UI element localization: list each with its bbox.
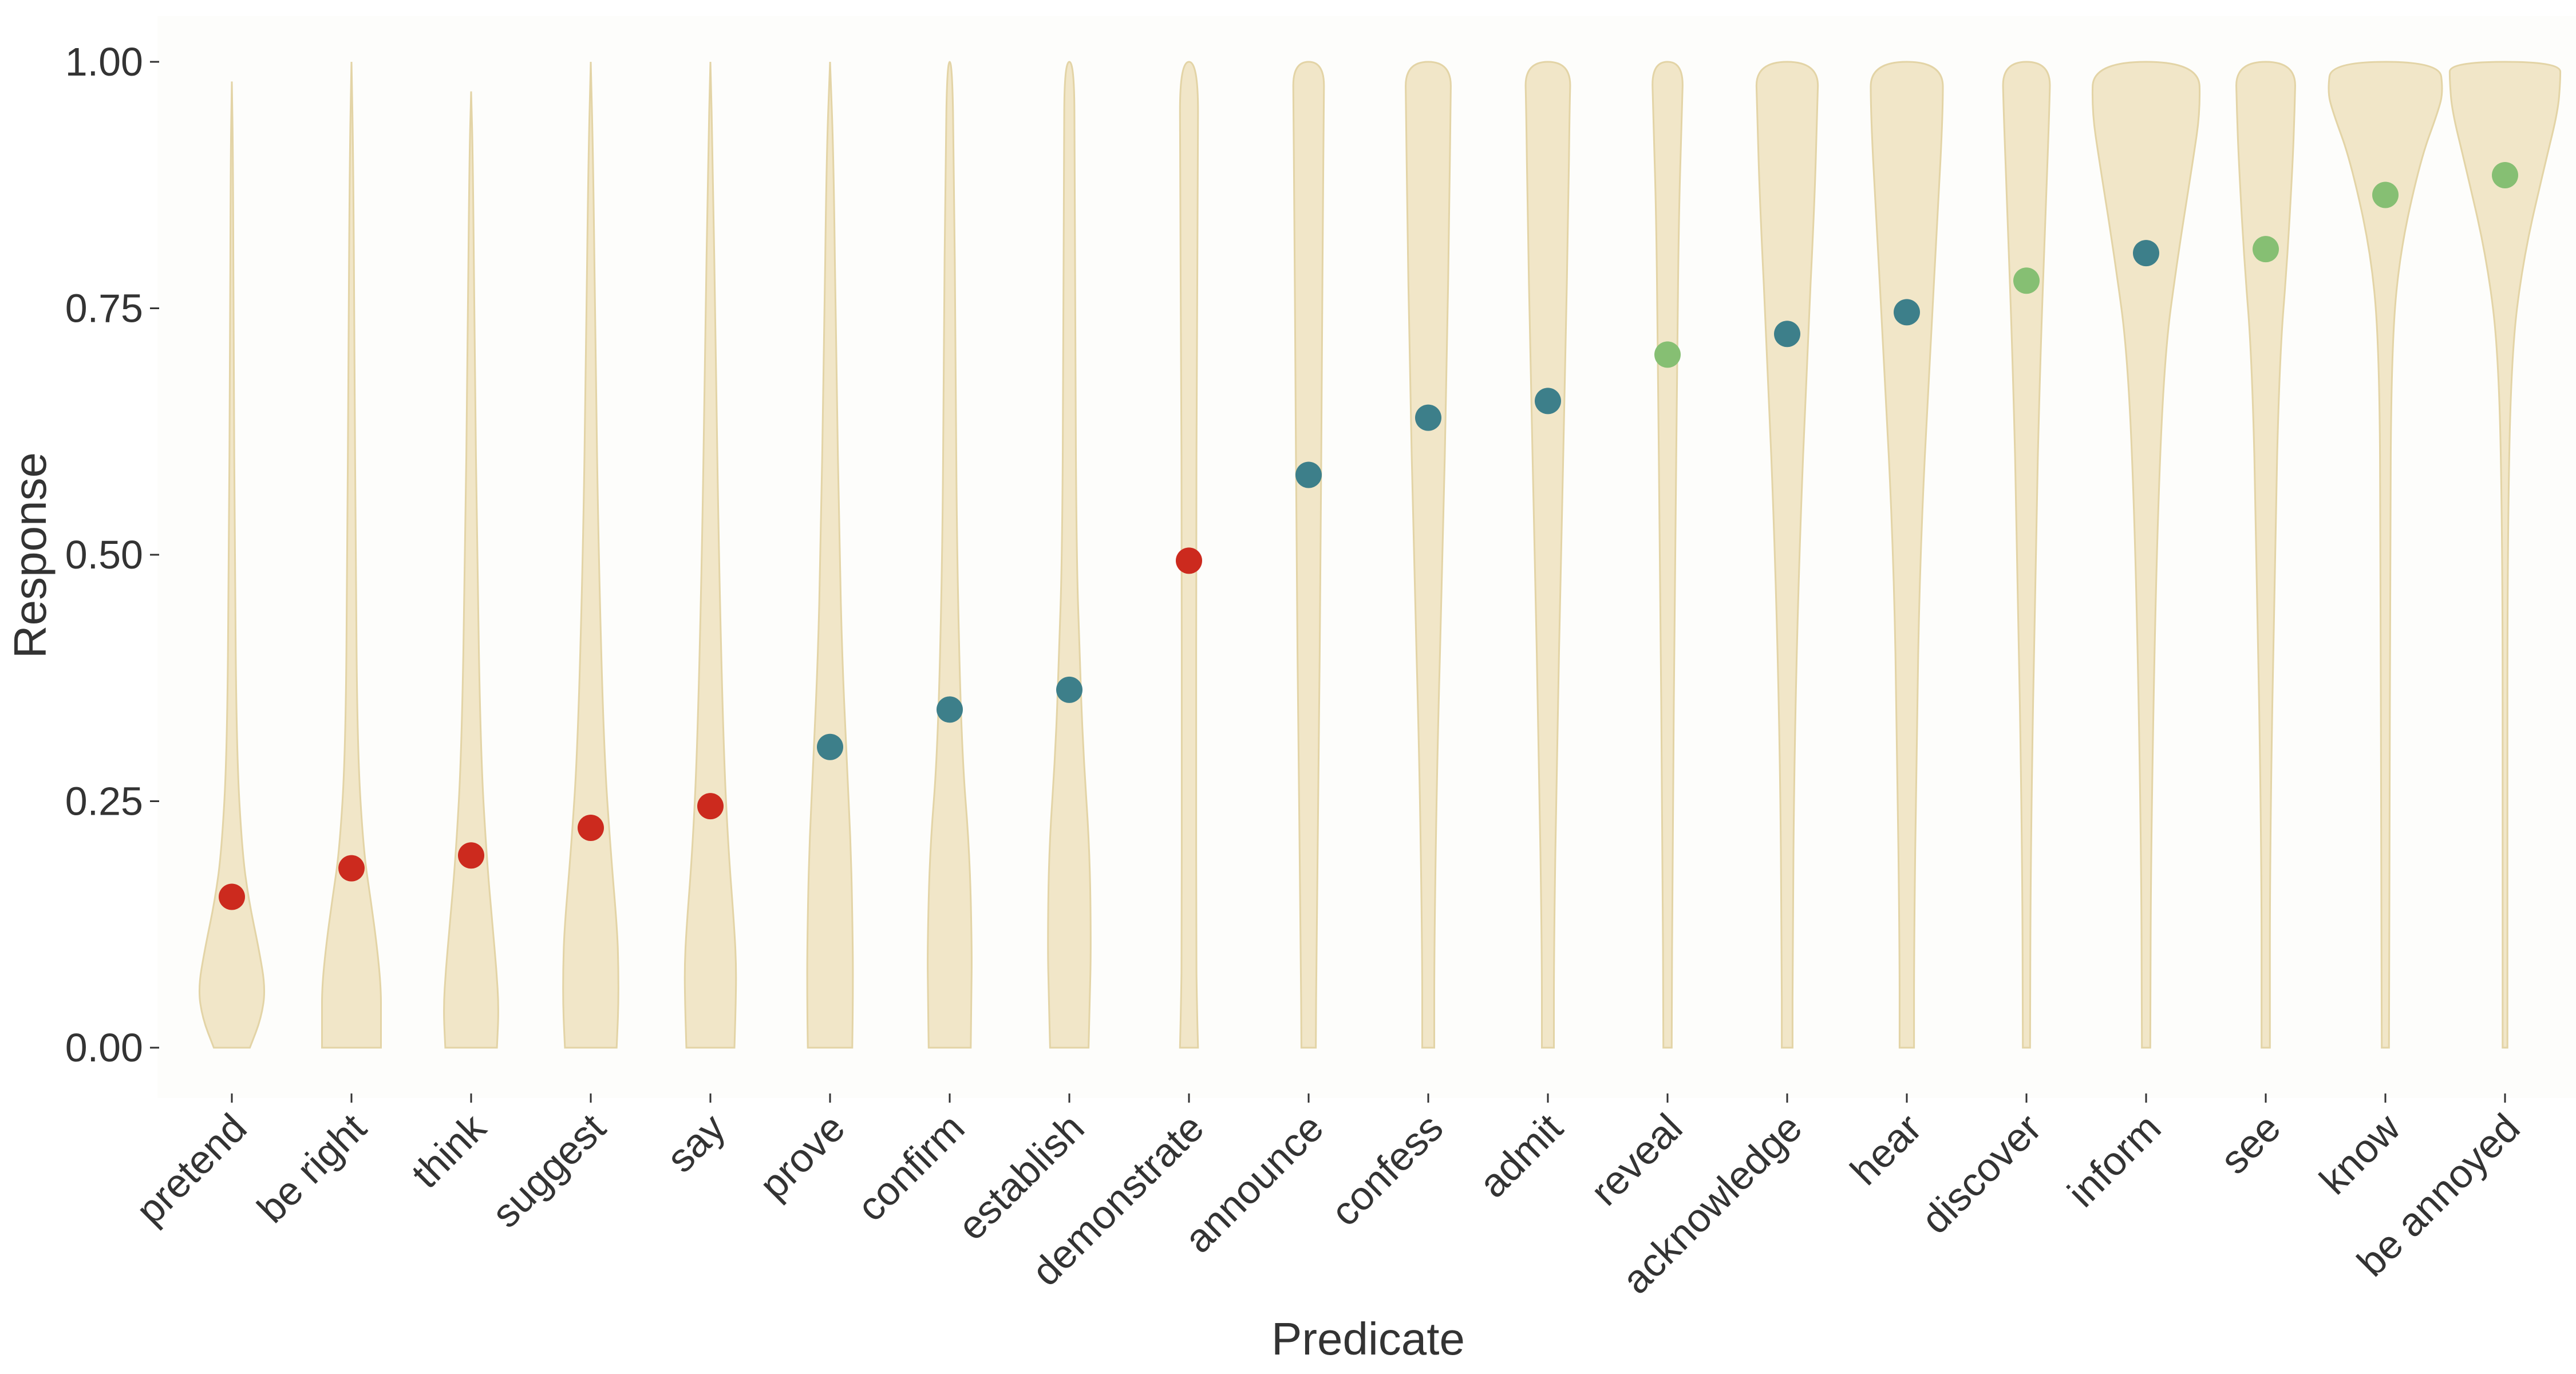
y-tick-label: 0.75: [65, 286, 143, 331]
x-tick-label: inform: [2059, 1105, 2170, 1215]
x-axis-title: Predicate: [1271, 1313, 1465, 1364]
violin-pretend: [198, 81, 266, 1049]
mean-point-know: [2372, 181, 2399, 208]
mean-point-announce: [1295, 461, 1322, 488]
mean-point-inform: [2133, 240, 2159, 267]
mean-point-confess: [1415, 404, 1441, 431]
mean-point-establish: [1056, 676, 1082, 703]
x-tick-label: say: [658, 1105, 733, 1180]
violin-reveal: [1652, 61, 1684, 1049]
y-tick-label: 1.00: [65, 40, 143, 84]
y-axis: 0.00 0.25 0.50 0.75 1.00: [65, 40, 159, 1070]
violin-acknowledge: [1755, 61, 1819, 1049]
violin-hear: [1870, 61, 1944, 1049]
x-tick-label: confirm: [848, 1105, 973, 1229]
violin-see: [2235, 61, 2296, 1049]
violin-confirm: [927, 61, 973, 1049]
violin-admit: [1524, 61, 1571, 1049]
mean-point-admit: [1535, 388, 1561, 414]
violin-think: [443, 91, 499, 1049]
mean-point-see: [2253, 236, 2279, 263]
x-tick-label: see: [2212, 1105, 2289, 1182]
violin-announce: [1292, 61, 1325, 1049]
mean-point-say: [697, 793, 724, 820]
violin-prove: [806, 61, 854, 1049]
violin-say: [683, 61, 737, 1049]
y-axis-title: Response: [5, 452, 56, 658]
x-tick-label: suggest: [483, 1105, 614, 1236]
violin-be-annoyed: [2448, 61, 2562, 1049]
x-tick-label: be right: [248, 1105, 374, 1231]
x-tick-label: pretend: [128, 1105, 255, 1233]
mean-point-reveal: [1654, 341, 1681, 368]
mean-point-confirm: [937, 696, 963, 723]
mean-point-discover: [2013, 267, 2040, 294]
violin-discover: [2002, 61, 2051, 1049]
violins-layer: [198, 61, 2562, 1049]
y-tick-label: 0.00: [65, 1025, 143, 1070]
violin-inform: [2091, 61, 2201, 1049]
x-tick-label: think: [403, 1105, 495, 1197]
violin-be-right: [321, 61, 382, 1049]
violin-suggest: [562, 61, 619, 1049]
x-tick-label: confess: [1322, 1105, 1452, 1234]
x-tick-label: hear: [1842, 1105, 1930, 1193]
mean-points-layer: [219, 162, 2518, 910]
violin-establish: [1047, 61, 1092, 1049]
x-tick-label: know: [2311, 1105, 2409, 1203]
violin-confess: [1405, 61, 1452, 1049]
mean-point-suggest: [578, 814, 604, 841]
mean-point-demonstrate: [1176, 547, 1202, 574]
mean-point-be-right: [338, 855, 365, 882]
mean-point-be-annoyed: [2492, 162, 2518, 189]
mean-point-acknowledge: [1774, 321, 1800, 348]
panel-background: [157, 16, 2576, 1098]
mean-point-prove: [817, 733, 843, 760]
mean-point-think: [458, 842, 484, 869]
violin-know: [2328, 61, 2443, 1049]
y-tick-label: 0.25: [65, 779, 143, 824]
mean-point-pretend: [219, 883, 245, 910]
x-tick-label: admit: [1470, 1105, 1571, 1206]
x-tick-label: discover: [1913, 1105, 2049, 1242]
mean-point-hear: [1894, 299, 1920, 326]
x-tick-label: prove: [751, 1105, 854, 1207]
x-tick-label: reveal: [1582, 1105, 1691, 1214]
y-tick-label: 0.50: [65, 532, 143, 577]
